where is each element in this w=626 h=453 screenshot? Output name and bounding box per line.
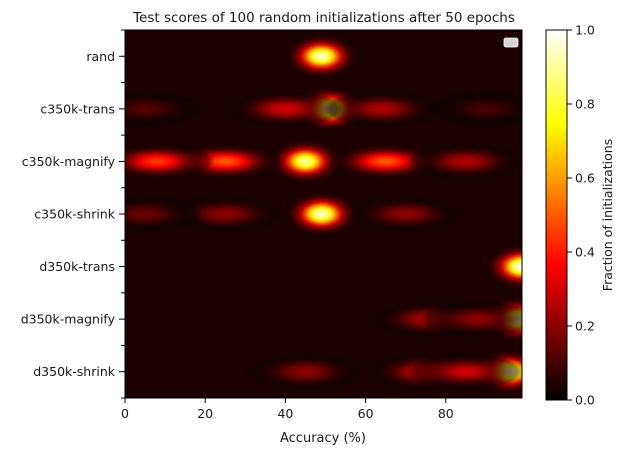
y-tick-label: d350k-magnify (21, 312, 116, 327)
y-tick-label: rand (86, 49, 115, 64)
colorbar-tick-label: 0.0 (575, 393, 595, 408)
heatmap-cell (347, 195, 464, 233)
heatmap-cell (428, 89, 522, 128)
y-tick-label: c350k-trans (40, 101, 115, 116)
colorbar-tick-label: 0.2 (575, 319, 595, 334)
heatmap-cell (285, 34, 358, 79)
colorbar-label: Fraction of initializations (600, 139, 615, 291)
colorbar-gradient (545, 29, 568, 401)
colorbar-ticks: 0.0 0.2 0.4 0.6 0.8 1.0 (567, 23, 595, 408)
heatmap-cell (420, 300, 522, 339)
heatmap-cell (408, 352, 522, 391)
x-axis-label: Accuracy (%) (280, 431, 366, 446)
x-tick-label: 80 (438, 406, 454, 421)
chart-title: Test scores of 100 random initialization… (132, 10, 515, 26)
y-tick-label: d350k-shrink (33, 364, 116, 379)
x-tick-label: 40 (277, 406, 293, 421)
x-tick-label: 60 (358, 406, 374, 421)
colorbar-tick-label: 1.0 (575, 23, 595, 38)
plot-frame (124, 29, 523, 399)
heatmap-cell (285, 191, 358, 237)
x-tick-label: 0 (121, 406, 129, 421)
y-tick-label: c350k-shrink (34, 207, 115, 222)
heatmap-cell (323, 89, 440, 128)
colorbar-tick-label: 0.8 (575, 97, 595, 112)
colorbar-tick-label: 0.6 (575, 171, 595, 186)
heatmap-cell (269, 139, 342, 184)
heatmap-cell (125, 89, 203, 128)
heatmap-cell (227, 89, 344, 128)
colorbar-tick-label: 0.4 (575, 245, 595, 260)
heatmap-cell (327, 142, 444, 181)
heatmap-cell (125, 195, 203, 233)
heatmap-cell (408, 142, 522, 181)
heatmap-cell (125, 142, 215, 181)
x-axis: 0 20 40 60 80 (121, 398, 454, 421)
heatmap-cell (247, 352, 364, 391)
y-axis: rand c350k-trans c350k-magnify c350k-shrink… (21, 29, 125, 399)
heatmap-cell (485, 244, 522, 289)
y-tick-label: d350k-trans (39, 259, 115, 274)
legend-handle (503, 37, 519, 48)
colorbar: 0.0 0.2 0.4 0.6 0.8 1.0 Fraction of initializ… (545, 23, 615, 408)
y-tick-label: c350k-magnify (22, 154, 116, 169)
heatmap-cell (167, 195, 283, 233)
x-tick-label: 20 (197, 406, 213, 421)
legend[interactable] (503, 37, 519, 48)
heatmap-area (125, 30, 522, 398)
